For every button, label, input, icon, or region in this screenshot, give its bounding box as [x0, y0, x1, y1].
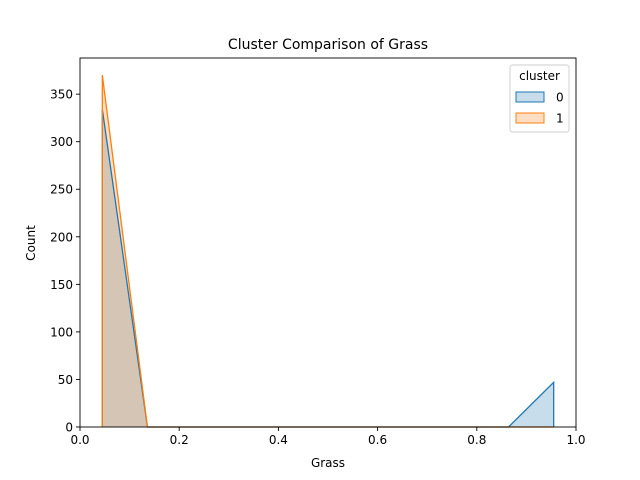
legend-swatch-0 [515, 91, 545, 103]
x-tick-label: 0.4 [269, 433, 288, 447]
y-tick-label: 0 [65, 421, 73, 435]
legend-label-0: 0 [556, 91, 564, 105]
x-tick-label: 0.6 [368, 433, 387, 447]
x-tick-label: 0.2 [170, 433, 189, 447]
legend-title: cluster [519, 69, 560, 83]
y-tick-label: 300 [50, 135, 73, 149]
x-axis-label: Grass [311, 456, 345, 470]
legend-box [509, 64, 570, 133]
y-tick-label: 100 [50, 325, 73, 339]
x-tick-label: 0.0 [70, 433, 89, 447]
legend-label-1: 1 [556, 112, 564, 126]
y-tick-label: 250 [50, 183, 73, 197]
plot-frame [79, 57, 577, 428]
legend: cluster 0 1 [509, 64, 570, 133]
legend-swatch-1 [515, 112, 545, 124]
y-tick-label: 350 [50, 88, 73, 102]
y-tick-label: 150 [50, 278, 73, 292]
chart-title: Cluster Comparison of Grass [228, 37, 428, 53]
x-tick-label: 1.0 [566, 433, 585, 447]
y-tick-label: 200 [50, 230, 73, 244]
x-tick-label: 0.8 [467, 433, 486, 447]
y-axis-label: Count [24, 225, 38, 261]
y-tick-label: 50 [58, 373, 73, 387]
